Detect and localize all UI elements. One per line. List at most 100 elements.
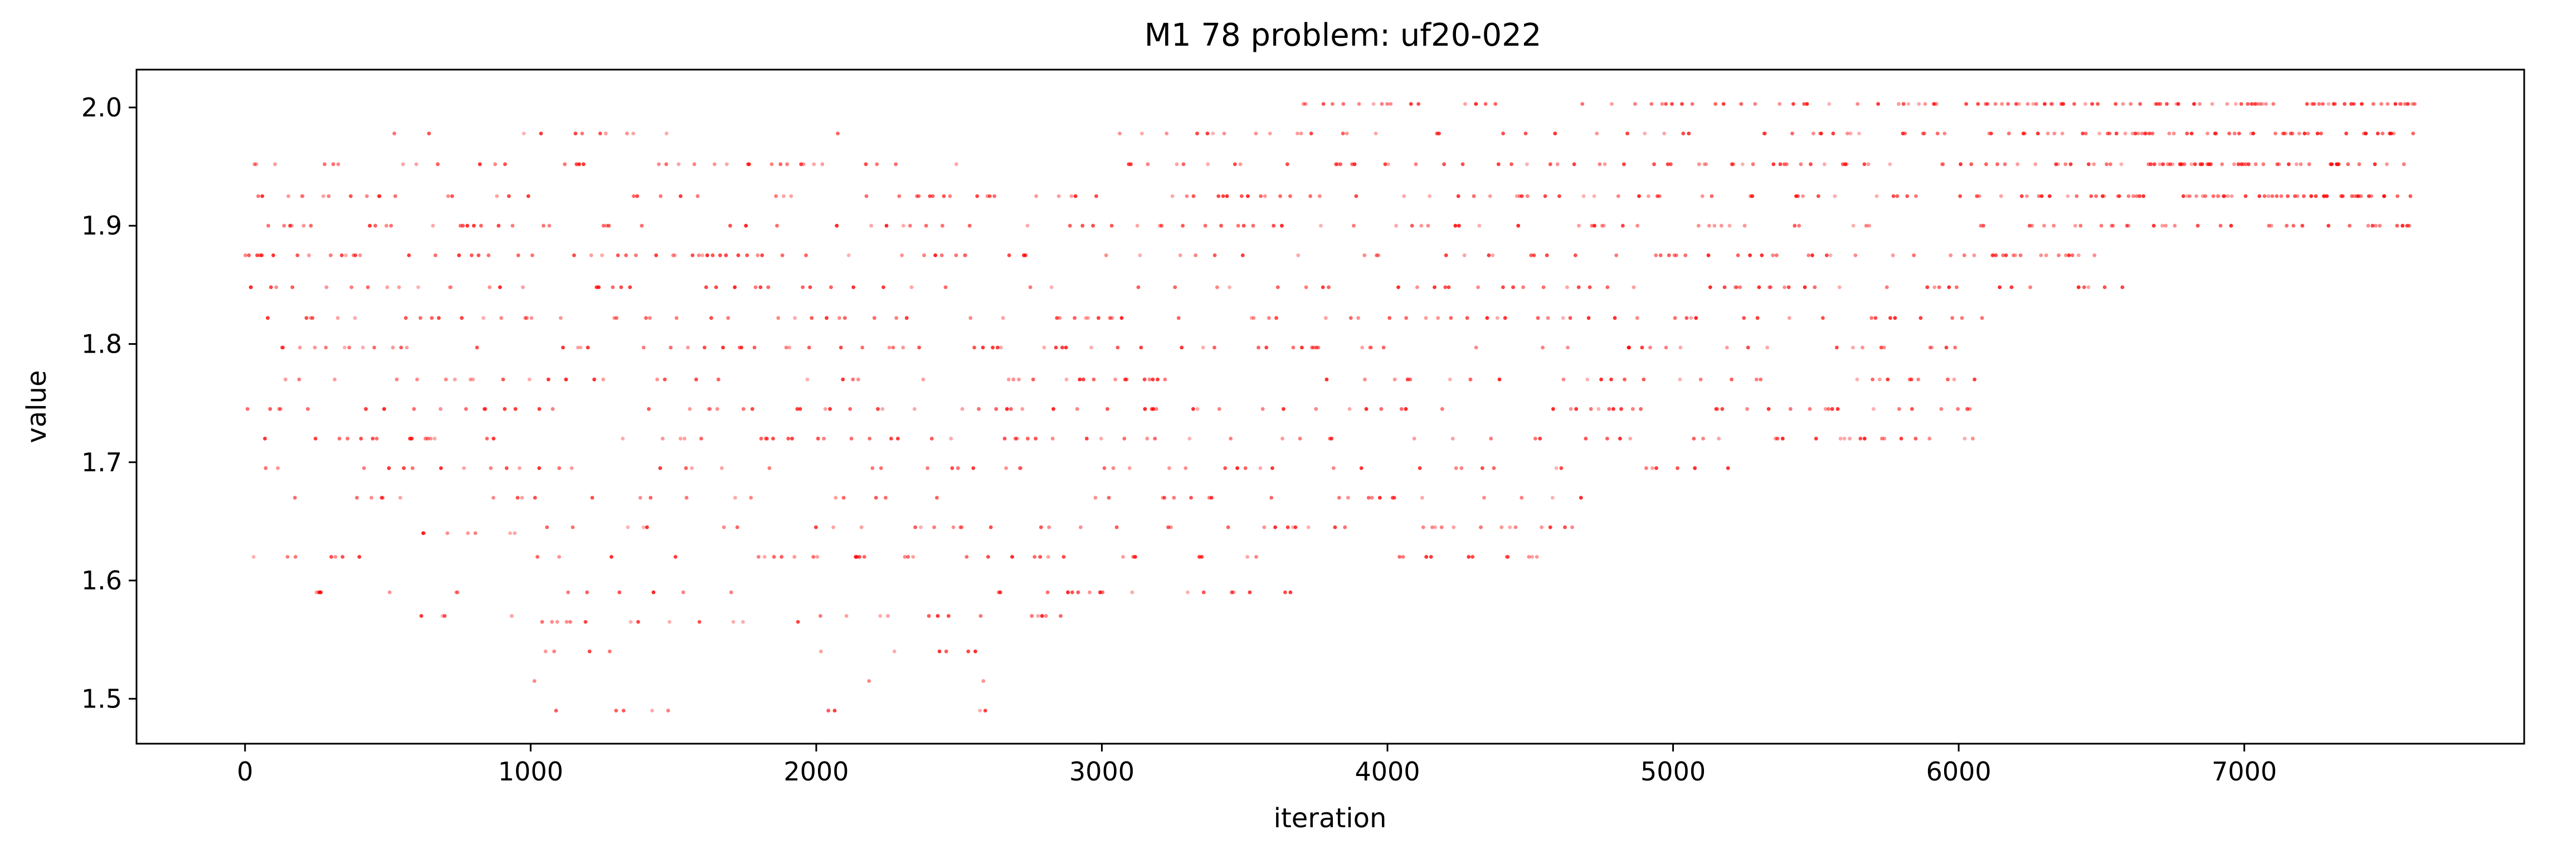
data-point: [353, 316, 357, 320]
data-point: [724, 162, 729, 167]
data-point: [589, 253, 593, 257]
data-point: [1973, 377, 1977, 382]
data-point: [454, 590, 459, 594]
data-point: [1102, 466, 1107, 470]
data-point: [329, 555, 333, 559]
data-point: [2295, 194, 2300, 198]
data-point: [2042, 223, 2046, 228]
data-point: [2364, 131, 2368, 136]
data-point: [786, 436, 791, 441]
data-point: [436, 162, 440, 167]
data-point: [1837, 285, 1842, 289]
data-point: [564, 620, 569, 624]
data-point: [712, 162, 717, 167]
data-point: [1416, 102, 1421, 106]
data-point: [554, 709, 558, 712]
data-point: [917, 194, 921, 198]
data-point: [405, 345, 409, 350]
data-point: [2165, 102, 2169, 106]
data-point: [1181, 162, 1186, 167]
data-point: [1851, 223, 1856, 228]
data-point: [395, 377, 399, 382]
data-point: [1185, 194, 1189, 198]
data-point: [1465, 316, 1469, 320]
data-point: [1073, 316, 1077, 320]
data-point: [1060, 345, 1064, 350]
data-point: [385, 285, 389, 289]
data-point: [577, 162, 581, 167]
data-point: [1273, 525, 1278, 529]
data-point: [1099, 436, 1103, 441]
data-point: [849, 436, 854, 441]
data-point: [1243, 466, 1248, 470]
data-point: [359, 436, 363, 441]
data-point: [1499, 525, 1504, 529]
data-point: [1972, 253, 1976, 257]
data-point: [1258, 466, 1263, 470]
data-point: [1969, 162, 1974, 167]
data-point: [321, 194, 325, 198]
data-point: [729, 590, 733, 594]
data-point: [249, 285, 253, 289]
data-point: [2030, 223, 2034, 228]
x-tick-label: 2000: [783, 756, 849, 787]
data-point: [860, 345, 864, 350]
data-point: [1121, 555, 1125, 559]
data-point: [972, 345, 976, 350]
data-point: [1251, 223, 1255, 228]
data-point: [1345, 131, 1349, 136]
data-point: [2120, 285, 2125, 289]
data-point: [1995, 162, 1999, 167]
data-point: [2399, 102, 2403, 106]
data-point: [1419, 223, 1424, 228]
data-point: [1692, 436, 1696, 441]
data-point: [758, 285, 763, 289]
data-point: [1906, 102, 1911, 106]
data-point: [1371, 102, 1376, 106]
data-point: [1735, 285, 1739, 289]
data-point: [1306, 525, 1311, 529]
data-point: [1066, 590, 1070, 594]
data-point: [1267, 316, 1271, 320]
data-point: [1687, 131, 1691, 136]
data-point: [752, 345, 757, 350]
data-point: [2149, 162, 2153, 167]
data-point: [1225, 194, 1229, 198]
data-point: [2375, 131, 2380, 136]
data-point: [2185, 194, 2189, 198]
data-point: [2070, 253, 2075, 257]
data-point: [978, 709, 982, 712]
data-point: [260, 253, 264, 257]
data-point: [891, 345, 895, 350]
data-point: [2351, 102, 2356, 106]
data-point: [756, 555, 761, 559]
data-point: [1319, 223, 1323, 228]
data-point: [629, 620, 633, 624]
data-point: [1937, 285, 1941, 289]
data-point: [387, 466, 391, 470]
data-point: [904, 316, 909, 320]
data-point: [1621, 223, 1625, 228]
data-point: [397, 285, 401, 289]
data-point: [1778, 162, 1783, 167]
data-point: [1310, 345, 1314, 350]
data-point: [2360, 102, 2364, 106]
data-point: [1998, 285, 2002, 289]
data-point: [1263, 194, 1267, 198]
data-point: [1011, 377, 1016, 382]
data-point: [1572, 162, 1576, 167]
data-point: [1684, 316, 1689, 320]
data-point: [493, 162, 497, 167]
data-point: [1142, 377, 1147, 382]
data-point: [245, 407, 250, 411]
data-point: [1333, 525, 1337, 529]
data-point: [2052, 223, 2056, 228]
data-point: [1897, 102, 1901, 106]
data-point: [1600, 223, 1604, 228]
data-point: [555, 620, 559, 624]
data-point: [908, 223, 912, 228]
data-point: [1009, 407, 1013, 411]
data-point: [867, 679, 871, 683]
data-point: [1913, 436, 1918, 441]
data-point: [1822, 162, 1827, 167]
